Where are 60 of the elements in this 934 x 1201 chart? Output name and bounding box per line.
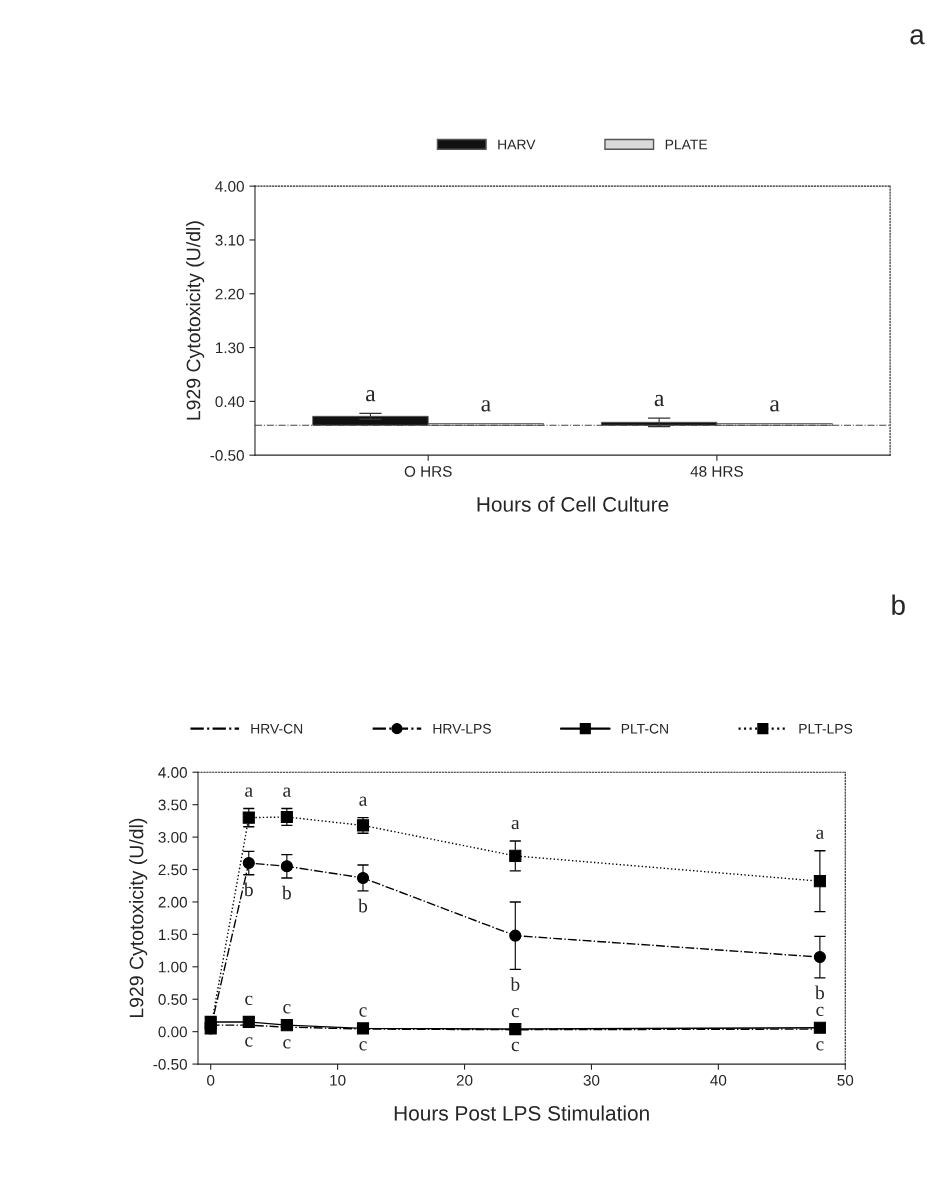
legend-label: PLT-LPS [799, 723, 853, 734]
data-label: a [770, 400, 780, 412]
y-tick-label: 0.50 [158, 994, 187, 1005]
data-label: c [816, 1006, 824, 1017]
y-axis-title: L929 Cytotoxicity (U/dl) [186, 221, 205, 420]
data-label: c [245, 1037, 253, 1047]
y-tick-label: 0.40 [215, 396, 244, 408]
data-label: c [283, 1004, 291, 1014]
data-label: a [481, 400, 491, 412]
legend-label: PLATE [665, 139, 708, 150]
data-label: c [245, 995, 253, 1006]
y-tick-label: 4.00 [215, 181, 244, 192]
text: a [910, 29, 925, 45]
data-label: c [816, 1041, 824, 1051]
data-label: a [366, 390, 376, 402]
data-label: c [283, 1039, 291, 1049]
y-tick-label: 3.10 [215, 234, 244, 246]
y-tick-label: 2.50 [158, 864, 187, 876]
data-label: a [245, 787, 253, 797]
legend-label: HRV-LPS [433, 723, 491, 734]
data-label: a [283, 787, 291, 797]
y-tick-label: 3.00 [158, 831, 187, 843]
x-tick-label: 20 [456, 1074, 473, 1086]
y-tick-label: 1.50 [159, 929, 187, 941]
y-tick-label: 1.30 [216, 342, 244, 354]
y-tick-label: 1.00 [159, 961, 187, 973]
x-tick-label: 48 HRS [690, 466, 743, 477]
y-tick-label: 4.00 [158, 767, 187, 778]
data-label: a [654, 394, 665, 407]
data-label: c [511, 1007, 520, 1018]
data-label: b [815, 985, 825, 1000]
data-label: b [510, 977, 520, 991]
y-tick-label: 2.20 [215, 288, 244, 300]
y-tick-label: 3.50 [158, 799, 187, 811]
x-tick-label: 0 [207, 1074, 215, 1086]
data-label: a [816, 829, 824, 839]
legend-label: HARV [498, 139, 536, 150]
legend-label: HRV-CN [251, 723, 303, 734]
text: b [892, 594, 905, 615]
y-tick-label: 0.00 [158, 1026, 187, 1038]
data-label: a [511, 819, 520, 830]
data-label: c [511, 1041, 520, 1052]
x-tick-label: O HRS [404, 466, 452, 477]
y-tick-label: -0.50 [153, 1058, 187, 1070]
x-tick-label: 50 [837, 1074, 854, 1086]
data-label: b [243, 882, 253, 897]
y-tick-label: -0.50 [210, 450, 244, 461]
data-label: b [281, 885, 291, 900]
x-tick-label: 30 [583, 1074, 600, 1086]
x-tick-label: 10 [330, 1074, 346, 1086]
data-label: a [359, 796, 368, 806]
data-label: c [359, 1007, 367, 1017]
y-axis-title: L929 Cytotoxicity (U/dl) [129, 818, 148, 1018]
x-tick-label: 40 [710, 1074, 727, 1086]
x-axis-title: Hours of Cell Culture [477, 496, 669, 512]
x-axis-title: Hours Post LPS Stimulation [394, 1105, 649, 1121]
legend-label: PLT-CN [621, 723, 668, 734]
data-label: c [359, 1041, 367, 1051]
y-tick-label: 2.00 [158, 896, 187, 908]
data-label: b [358, 898, 368, 913]
